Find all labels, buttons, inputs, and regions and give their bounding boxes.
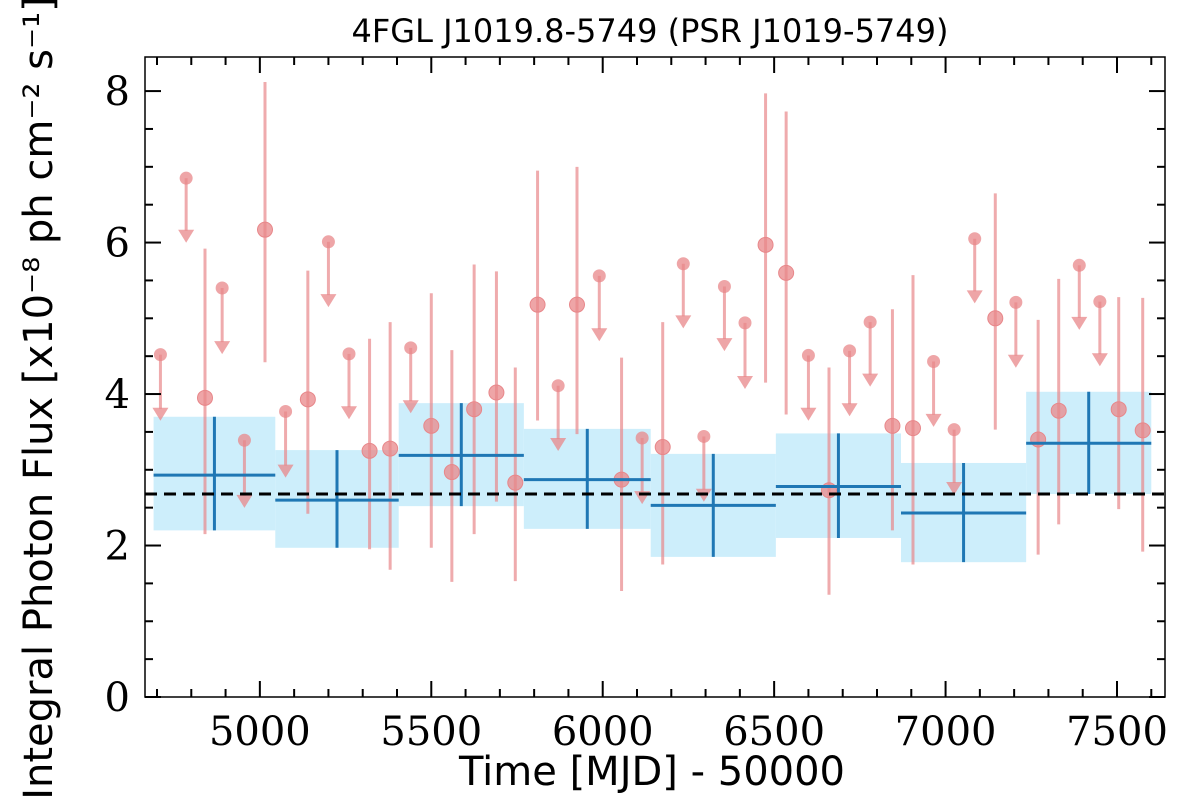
upper-limit-arrow <box>341 406 357 420</box>
short-bin-point <box>197 389 213 406</box>
y-tick-label: 0 <box>105 675 130 721</box>
short-bin-point <box>382 440 399 457</box>
upper-limit-arrow <box>1007 354 1024 368</box>
x-tick-label: 5000 <box>209 709 311 755</box>
upper-limit-point <box>237 433 251 447</box>
short-bin-point <box>361 442 378 459</box>
upper-limit-point <box>635 431 649 445</box>
y-tick-label: 6 <box>105 221 130 267</box>
chart-title: 4FGL J1019.8-5749 (PSR J1019-5749) <box>352 12 949 50</box>
upper-limit-arrow <box>236 494 253 508</box>
upper-limit-arrow <box>946 481 963 495</box>
short-bin-point <box>654 439 671 456</box>
x-tick-label: 7000 <box>895 709 997 755</box>
short-bin-point <box>488 384 505 401</box>
upper-limit-point <box>592 269 606 283</box>
short-bin-point <box>1134 422 1151 439</box>
upper-limit-point <box>801 348 815 362</box>
upper-limit-arrow <box>675 315 692 329</box>
short-bin-point <box>905 420 921 437</box>
upper-limit-arrow <box>862 373 879 387</box>
x-axis-label: Time [MJD] - 50000 <box>458 749 845 795</box>
x-tick-label: 5500 <box>380 709 482 755</box>
short-bin-point <box>507 474 524 491</box>
upper-limit-point <box>863 315 877 329</box>
upper-limit-point <box>738 316 752 330</box>
short-bin-point <box>299 391 316 408</box>
upper-limit-arrow <box>925 413 942 427</box>
upper-limit-point <box>279 404 293 418</box>
y-axis-label: Integral Photon Flux [x10⁻⁸ ph cm⁻² s⁻¹] <box>16 0 62 800</box>
upper-limit-arrow <box>277 464 294 478</box>
upper-limit-arrow <box>716 338 733 352</box>
x-ticks: 5000 5500 6000 6500 7000 7500 <box>156 57 1168 755</box>
short-bin-point <box>423 417 440 434</box>
upper-limit-arrow <box>152 407 169 421</box>
upper-limit-arrow <box>1091 353 1108 367</box>
upper-limit-point <box>927 354 941 368</box>
short-bin-point <box>257 221 273 238</box>
y-ticks: 0 2 4 6 8 <box>105 69 1165 721</box>
short-bin-point <box>884 417 901 434</box>
upper-limit-arrow <box>737 375 753 389</box>
y-tick-label: 4 <box>105 372 130 418</box>
y-tick-label: 2 <box>105 524 130 570</box>
upper-limit-point <box>1009 295 1023 309</box>
long-bin-layer <box>153 391 1152 563</box>
upper-limit-point <box>342 347 356 361</box>
upper-limit-arrow <box>966 290 983 304</box>
short-bin-point <box>443 464 460 481</box>
short-bin-point <box>569 296 585 313</box>
x-tick-label: 6500 <box>723 709 825 755</box>
short-bin-point <box>757 236 774 253</box>
short-bin-point <box>529 296 546 313</box>
upper-limit-arrow <box>1071 316 1088 330</box>
axes-layer <box>144 56 1166 698</box>
upper-limit-point <box>551 379 565 393</box>
upper-limit-arrow <box>214 341 231 355</box>
upper-limit-arrow <box>800 407 817 421</box>
short-bin-point <box>778 264 795 281</box>
upper-limit-point <box>153 348 167 362</box>
upper-limit-arrow <box>178 229 195 243</box>
upper-limit-point <box>947 423 961 437</box>
upper-limit-point <box>179 171 193 185</box>
short-bin-point <box>1050 402 1067 419</box>
upper-limit-point <box>676 257 690 271</box>
short-bin-point <box>1110 401 1127 418</box>
upper-limit-arrow <box>591 328 608 342</box>
upper-limit-arrow <box>550 438 567 452</box>
upper-limit-point <box>968 232 982 246</box>
upper-limit-arrow <box>320 294 337 308</box>
short-bin-point <box>466 401 483 418</box>
y-tick-label: 8 <box>105 69 130 115</box>
upper-limit-point <box>1093 295 1107 309</box>
upper-limit-point <box>404 341 418 355</box>
short-bin-layer <box>152 81 1151 595</box>
plot-frame <box>144 56 1166 698</box>
upper-limit-point <box>321 235 335 249</box>
upper-limit-point <box>697 429 711 443</box>
upper-limit-point <box>717 279 731 293</box>
upper-limit-arrow <box>402 400 419 414</box>
upper-limit-arrow <box>841 403 858 417</box>
short-bin-point <box>987 310 1004 327</box>
x-tick-label: 6000 <box>552 709 654 755</box>
upper-limit-point <box>1072 258 1086 272</box>
upper-limit-point <box>215 281 229 295</box>
x-tick-label: 7500 <box>1066 709 1168 755</box>
long-bin-bands <box>153 391 1152 563</box>
upper-limit-point <box>843 344 857 358</box>
